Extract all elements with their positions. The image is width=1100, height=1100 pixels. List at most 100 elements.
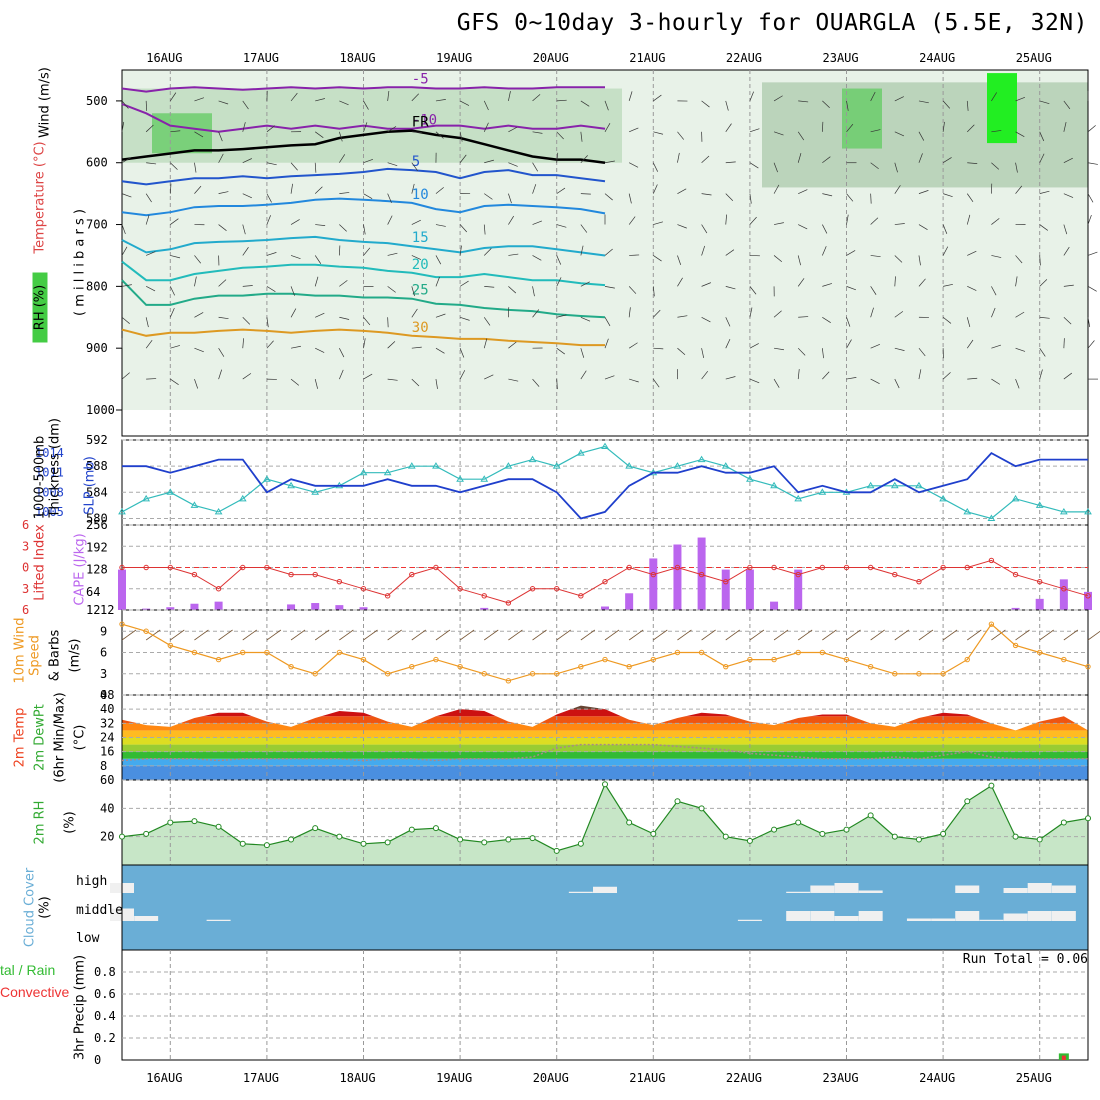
wind-barb: [870, 217, 879, 225]
wind-barb: [218, 224, 227, 231]
wind-barb: [918, 347, 926, 357]
thickness-point: [987, 514, 996, 521]
cloud-cover-cell: [786, 911, 811, 921]
rh-shade-mid: [762, 82, 1088, 188]
wind-barb: [918, 224, 928, 230]
wind10-barb: [677, 629, 692, 641]
date-label-top: 23AUG: [823, 51, 859, 65]
li-tick-label: 3: [22, 539, 29, 553]
cloud-label-2: (%): [37, 896, 53, 919]
rh2m-point: [432, 825, 439, 832]
wind-barb: [411, 131, 422, 133]
isotherm-line: [121, 328, 605, 347]
wind-barb: [532, 131, 543, 134]
wind10-tick-label: 9: [100, 624, 107, 638]
wind10-point: [988, 621, 995, 627]
wind-barb: [387, 286, 396, 293]
cloud-cover-cell: [786, 891, 811, 893]
wind-barb: [580, 131, 583, 142]
wind-barb: [749, 162, 759, 169]
li-tick-label: 6: [22, 518, 29, 532]
lifted-index-point: [529, 586, 536, 592]
wind-barb: [628, 342, 638, 349]
wind-barb: [870, 91, 876, 102]
wind-barb: [411, 378, 420, 387]
wind-barb: [387, 378, 398, 381]
wind-barb: [532, 286, 535, 297]
wind-barb: [194, 97, 205, 102]
temp2m-tick-label: 8: [100, 759, 107, 773]
thickness-point: [214, 507, 223, 515]
wind-barb: [218, 316, 229, 320]
thickness-point: [601, 442, 609, 450]
wind-barb: [1063, 193, 1074, 198]
wind-barb: [242, 285, 253, 287]
wind-barb: [652, 286, 655, 297]
rh2m-point: [312, 825, 319, 832]
lifted-index-point: [578, 593, 584, 599]
wind-barb: [483, 100, 489, 111]
lifted-index-point: [674, 564, 681, 571]
wind-barb: [1087, 286, 1097, 292]
wind-barb: [459, 100, 470, 106]
wind-barb: [435, 379, 438, 390]
rh2m-point: [384, 839, 391, 846]
lifted-index-point: [264, 564, 270, 571]
thickness-point: [915, 481, 923, 489]
isotherm-line: [121, 129, 606, 164]
wind-barb: [290, 308, 297, 318]
wind-barb: [290, 286, 295, 296]
wind-barb: [725, 100, 729, 111]
cloud-cover-cell: [810, 911, 835, 921]
rh2m-point: [577, 840, 584, 847]
wind10-point: [698, 649, 705, 656]
wind-barb: [170, 162, 178, 170]
wind-barb: [677, 224, 687, 229]
wind10-barb: [435, 629, 451, 641]
wind10-barb: [459, 629, 475, 641]
thickness-point: [238, 494, 247, 502]
wind-barb: [194, 378, 199, 389]
wind-barb: [701, 282, 712, 287]
rh2m-point: [626, 819, 633, 826]
wind10-barb: [484, 629, 499, 641]
wind-barb: [604, 122, 611, 132]
wind-barb: [822, 283, 833, 287]
wind-barb: [1039, 347, 1046, 357]
rh2m-point: [1012, 833, 1019, 840]
wind-barb: [677, 152, 680, 163]
wind-barb: [846, 214, 849, 225]
wind-barb: [773, 131, 784, 136]
wind-barb: [242, 100, 249, 110]
wind-barb: [218, 153, 224, 163]
wind10-point: [795, 649, 801, 656]
cloud-cover-cell: [134, 916, 159, 921]
wind-barb: [387, 193, 392, 203]
wind-barb: [508, 126, 518, 133]
date-label-bottom: 21AUG: [629, 1071, 665, 1085]
wind10-point: [529, 671, 536, 677]
wind-barb: [1015, 185, 1023, 194]
li-tick-label: 3: [22, 582, 29, 596]
rh2m-point: [915, 836, 922, 843]
wind10-barb: [387, 629, 402, 641]
wind-barb: [1039, 131, 1045, 142]
wind10-label-2: Speed: [27, 635, 43, 676]
cloud-cover-cell: [206, 919, 231, 921]
wind-barb: [266, 317, 269, 328]
lifted-index-point: [143, 564, 149, 571]
cloud-cover-cell: [737, 919, 762, 921]
wind10-barb: [628, 629, 644, 641]
lifted-index-point: [433, 564, 439, 571]
thickness-point: [456, 475, 464, 482]
date-label-top: 21AUG: [629, 51, 665, 65]
wind-barb: [146, 162, 157, 165]
isotherm-line: [121, 235, 606, 257]
wind-barb: [387, 215, 393, 225]
wind-barb: [290, 345, 301, 349]
lifted-index-point: [1085, 593, 1091, 599]
wind-barb: [339, 245, 341, 256]
rh2m-point: [891, 833, 898, 840]
wind-barb: [242, 317, 251, 325]
wind10-tick-label: 0: [100, 688, 107, 702]
